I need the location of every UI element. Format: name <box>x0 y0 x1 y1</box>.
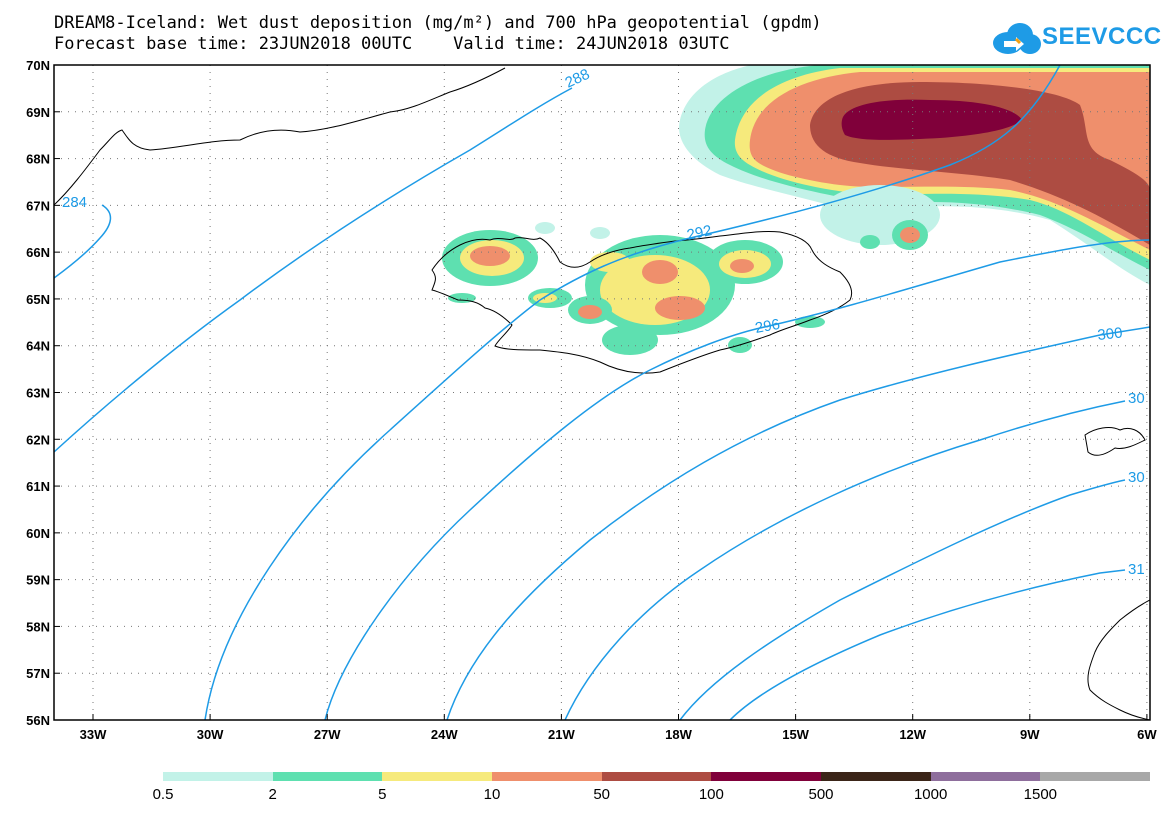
legend-color-3 <box>492 772 603 781</box>
legend-label: 2 <box>268 786 277 803</box>
longitude-label: 15W <box>782 727 809 742</box>
latitude-label: 63N <box>26 386 50 401</box>
contour-label: 30 <box>1128 390 1145 407</box>
latitude-label: 64N <box>26 339 50 354</box>
legend-color-5 <box>711 772 822 781</box>
legend-label: 0.5 <box>152 786 174 803</box>
contour-284 <box>54 204 112 279</box>
legend-label: 5 <box>378 786 387 803</box>
color-legend: 0.5 2 5 10 50 100 500 1000 1500 <box>153 772 1151 812</box>
contour-304 <box>564 400 1126 720</box>
map-axes: 70N 69N 68N 67N 66N 65N 64N 63N 62N 61N 60N 59N 58N 5… <box>26 58 1157 742</box>
legend-label: 100 <box>698 786 724 803</box>
scotland-coast <box>1087 599 1150 720</box>
latitude-label: 59N <box>26 573 50 588</box>
longitude-label: 21W <box>548 727 575 742</box>
contour-308 <box>679 479 1126 720</box>
legend-label: 10 <box>483 786 501 803</box>
forecast-map: 284 288 292 296 300 30 30 31 70N 69N 68N 67… <box>26 58 1157 742</box>
latitude-label: 56N <box>26 713 50 728</box>
contour-label: 296 <box>754 316 782 337</box>
contour-312 <box>729 569 1126 720</box>
contour-296 <box>324 239 1150 720</box>
longitude-label: 27W <box>314 727 341 742</box>
contour-label: 292 <box>685 222 713 244</box>
legend-color-1 <box>272 772 383 781</box>
map-title: DREAM8-Iceland: Wet dust deposition (mg/… <box>54 13 822 33</box>
legend-color-8 <box>1040 772 1151 781</box>
legend-color-2 <box>382 772 493 781</box>
contour-labels: 284 288 292 296 300 30 30 31 <box>62 66 1145 578</box>
greenland-coast <box>54 67 506 206</box>
longitude-label: 6W <box>1137 727 1157 742</box>
latitude-label: 61N <box>26 479 50 494</box>
longitude-label: 12W <box>899 727 926 742</box>
longitude-label: 18W <box>665 727 692 742</box>
cloud-icon <box>993 23 1041 54</box>
latitude-label: 58N <box>26 619 50 634</box>
seevccc-logo: SEEVCCC <box>990 17 1170 59</box>
latitude-label: 60N <box>26 526 50 541</box>
latitude-label: 57N <box>26 666 50 681</box>
contour-label: 284 <box>62 194 87 211</box>
latitude-label: 68N <box>26 152 50 167</box>
contour-292 <box>204 65 1061 720</box>
legend-label: 50 <box>593 786 610 803</box>
contour-label: 31 <box>1128 561 1145 578</box>
legend-color-4 <box>601 772 712 781</box>
latitude-label: 65N <box>26 292 50 307</box>
contour-label: 30 <box>1128 469 1145 486</box>
longitude-label: 33W <box>80 727 107 742</box>
coastlines <box>54 67 1150 720</box>
contour-label: 288 <box>563 66 593 92</box>
longitude-label: 24W <box>431 727 458 742</box>
dust-deposition-shading <box>442 65 1150 355</box>
legend-label: 1000 <box>913 786 948 803</box>
map-subtitle: Forecast base time: 23JUN2018 00UTC Vali… <box>54 34 730 54</box>
longitude-label: 30W <box>197 727 224 742</box>
latitude-label: 70N <box>26 58 50 73</box>
legend-color-0 <box>163 772 274 781</box>
legend-label: 500 <box>808 786 834 803</box>
latitude-label: 69N <box>26 105 50 120</box>
contour-288 <box>54 87 573 453</box>
iceland-coast <box>431 231 853 374</box>
geopotential-contours <box>54 65 1150 720</box>
latitude-label: 62N <box>26 432 50 447</box>
contour-label: 300 <box>1097 324 1124 344</box>
contour-300 <box>446 326 1150 720</box>
graticule <box>54 65 1150 720</box>
longitude-label: 9W <box>1020 727 1040 742</box>
legend-color-7 <box>930 772 1041 781</box>
legend-color-6 <box>821 772 932 781</box>
legend-label: 1500 <box>1023 786 1058 803</box>
latitude-label: 67N <box>26 198 50 213</box>
latitude-label: 66N <box>26 245 50 260</box>
faroe-islands-coast <box>1084 427 1146 456</box>
